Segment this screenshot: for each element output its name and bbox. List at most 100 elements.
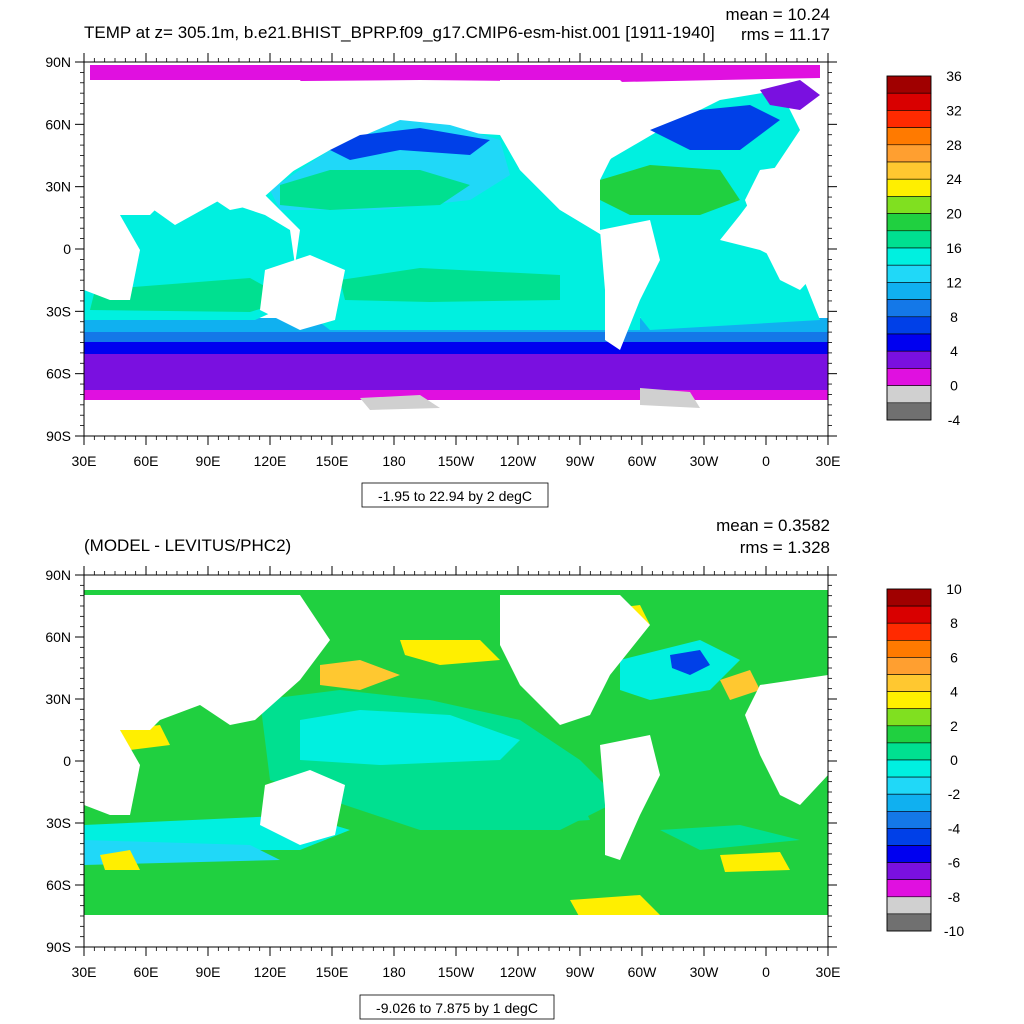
colorbar-label: -4	[948, 412, 961, 428]
top-land-australia	[260, 255, 345, 330]
lat-label: 60N	[45, 629, 71, 645]
top-range-box	[361, 482, 549, 508]
lon-label: 120W	[500, 453, 537, 469]
colorbar-label: 2	[950, 718, 958, 734]
bottom-map-field	[84, 575, 828, 947]
colorbar-swatch	[886, 862, 932, 880]
bottom-field-north-pacific-warm	[400, 640, 500, 665]
colorbar-swatch	[886, 230, 932, 249]
top-land-africa-west	[745, 160, 828, 290]
lon-label: 180	[382, 964, 406, 980]
lon-label: 180	[382, 453, 406, 469]
bottom-land-north-america	[500, 595, 650, 725]
colorbar-swatch	[886, 674, 932, 692]
colorbar-swatch	[886, 368, 932, 386]
top-field-weddell-sea	[640, 388, 700, 408]
colorbar-swatch	[886, 896, 932, 915]
lon-label: 60W	[628, 453, 658, 469]
colorbar-swatch	[886, 657, 932, 675]
lon-label: 30E	[72, 453, 97, 469]
colorbar-label: 32	[946, 102, 962, 118]
lon-label: 150E	[316, 964, 349, 980]
top-land-north-america	[500, 80, 650, 210]
colorbar-swatch	[886, 127, 932, 146]
lat-label: 0	[63, 753, 71, 769]
colorbar-label: 0	[950, 378, 958, 394]
colorbar-swatch	[886, 299, 932, 318]
colorbar-label: 24	[946, 171, 962, 187]
colorbar-swatch	[886, 708, 932, 727]
colorbar-swatch	[886, 639, 932, 658]
bottom-panel-title: (MODEL - LEVITUS/PHC2)	[84, 536, 291, 555]
lon-label: 120E	[254, 453, 287, 469]
colorbar-swatch	[886, 725, 932, 744]
top-field-south-pacific-subtropical	[340, 268, 560, 302]
lon-label: 60W	[628, 964, 658, 980]
top-field-band-6	[84, 340, 828, 354]
bottom-field-pacific-cool	[300, 710, 520, 765]
bottom-field-north-atlantic-warm	[720, 670, 760, 700]
top-field-band-4	[84, 352, 828, 390]
lon-label: 90E	[196, 453, 221, 469]
bottom-lat-labels: 90N 60N 30N 0 30S 60S 90S	[45, 567, 71, 955]
top-land-africa-east	[84, 215, 140, 300]
lat-label: 60S	[46, 366, 71, 382]
bottom-land-antarctica	[84, 915, 828, 947]
lon-label: 150E	[316, 453, 349, 469]
bottom-land-south-america	[600, 735, 660, 860]
colorbar-swatch	[886, 144, 932, 163]
colorbar-swatch	[886, 333, 932, 352]
bottom-panel-rms: rms = 1.328	[740, 538, 830, 557]
bottom-range-label: -9.026 to 7.875 by 1 degC	[376, 1000, 538, 1016]
lat-label: 90S	[46, 939, 71, 955]
colorbar-label: 12	[946, 274, 962, 290]
lat-label: 30N	[45, 179, 71, 195]
top-colorbar: 36 32 28 24 20 16 12 8 4 0 -4	[886, 68, 962, 428]
bottom-field-indian-warm	[100, 850, 140, 870]
colorbar-label: 36	[946, 68, 962, 84]
colorbar-swatch	[886, 92, 932, 111]
lon-label: 120E	[254, 964, 287, 980]
lon-label: 60E	[134, 453, 159, 469]
colorbar-swatch	[886, 402, 932, 421]
top-field-north-atlantic-subpolar	[650, 105, 780, 150]
top-range-label: -1.95 to 22.94 by 2 degC	[378, 488, 532, 504]
lon-label: 30E	[816, 964, 841, 980]
colorbar-swatch	[886, 605, 932, 624]
top-panel-title: TEMP at z= 305.1m, b.e21.BHIST_BPRP.f09_…	[84, 23, 715, 42]
colorbar-swatch	[886, 879, 932, 898]
colorbar-swatch	[886, 759, 932, 778]
bottom-field-north-atlantic-cold-core	[670, 650, 710, 675]
top-field-nordic-seas	[760, 80, 820, 110]
colorbar-swatch	[886, 213, 932, 232]
top-field-arctic	[90, 65, 820, 82]
colorbar-label: 28	[946, 137, 962, 153]
colorbar-label: -8	[948, 889, 961, 905]
top-lon-labels: 30E 60E 90E 120E 150E 180 150W 120W 90W 60W 30W 0 30…	[72, 453, 841, 469]
colorbar-label: -6	[948, 855, 961, 871]
colorbar-swatch	[886, 810, 932, 829]
lat-label: 30S	[46, 815, 71, 831]
bottom-field-south-pacific	[420, 800, 590, 830]
bottom-field-kuroshio-warm	[320, 660, 400, 690]
top-land-south-america	[600, 220, 660, 350]
colorbar-swatch	[886, 247, 932, 266]
colorbar-swatch	[886, 691, 932, 709]
colorbar-label: 20	[946, 206, 962, 222]
top-field-indian-subtropical	[90, 278, 290, 312]
top-field-north-atlantic-subtropical	[600, 165, 740, 215]
top-field-band-8	[84, 330, 828, 342]
bottom-field-south-atlantic	[660, 825, 800, 850]
colorbar-label: 8	[950, 615, 958, 631]
lon-label: 120W	[500, 964, 537, 980]
bottom-axis-ticks	[75, 566, 837, 956]
lon-label: 0	[762, 964, 770, 980]
colorbar-swatch	[886, 913, 932, 932]
colorbar-swatch	[886, 110, 932, 128]
colorbar-label: 6	[950, 649, 958, 665]
bottom-field-southern-warm	[570, 895, 660, 918]
lat-label: 0	[63, 241, 71, 257]
colorbar-swatch	[886, 588, 932, 607]
colorbar-frame	[886, 588, 932, 932]
